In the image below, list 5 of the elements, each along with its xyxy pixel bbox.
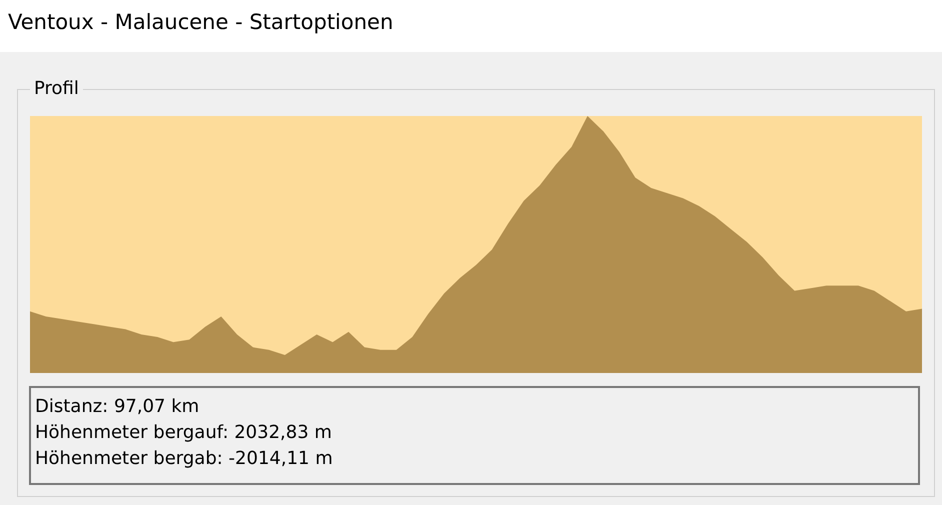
text: Höhenmeter bergab: -2014,11 m [35,447,334,471]
chart-subtitle: Profil [30,78,83,99]
text: Höhenmeter bergauf: 2032,83 m [35,421,333,445]
text: Distanz: 97,07 km [35,395,200,419]
chart-title: Ventoux - Malaucene - Startoptionen [8,10,394,34]
